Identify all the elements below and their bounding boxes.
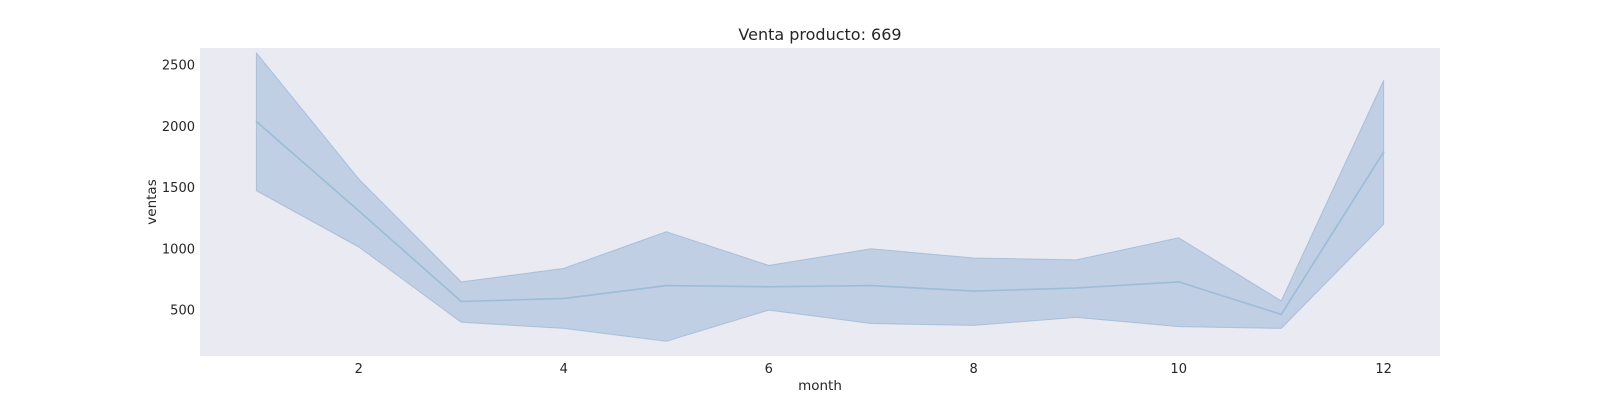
y-tick-label: 500: [170, 304, 195, 319]
data-point: [1075, 287, 1077, 289]
data-point: [870, 284, 872, 287]
x-tick-label: 6: [765, 362, 773, 377]
x-axis-label: month: [798, 378, 842, 394]
data-point: [255, 120, 258, 123]
x-tick-label: 12: [1375, 362, 1392, 377]
plot-area-background: [200, 48, 1440, 356]
x-tick-label: 4: [560, 362, 568, 377]
data-point: [358, 210, 360, 212]
data-point: [665, 284, 668, 287]
chart-title: Venta producto: 669: [738, 25, 901, 44]
data-point: [1280, 313, 1282, 316]
data-point: [972, 290, 975, 292]
series-line: [255, 120, 1385, 316]
y-tick-label: 1000: [162, 242, 195, 257]
data-point: [1382, 151, 1385, 153]
x-tick-label: 2: [355, 362, 363, 377]
y-tick-label: 2000: [162, 120, 195, 135]
confidence-band: [255, 52, 1385, 342]
x-tick-label: 10: [1170, 362, 1187, 377]
data-point: [768, 286, 770, 288]
y-tick-label: 2500: [162, 59, 195, 74]
data-point: [460, 300, 463, 303]
x-tick-label: 8: [970, 362, 978, 377]
y-axis-label: ventas: [144, 179, 160, 224]
data-point: [563, 297, 565, 300]
data-point: [1177, 281, 1180, 283]
y-tick-label: 1500: [162, 181, 195, 196]
